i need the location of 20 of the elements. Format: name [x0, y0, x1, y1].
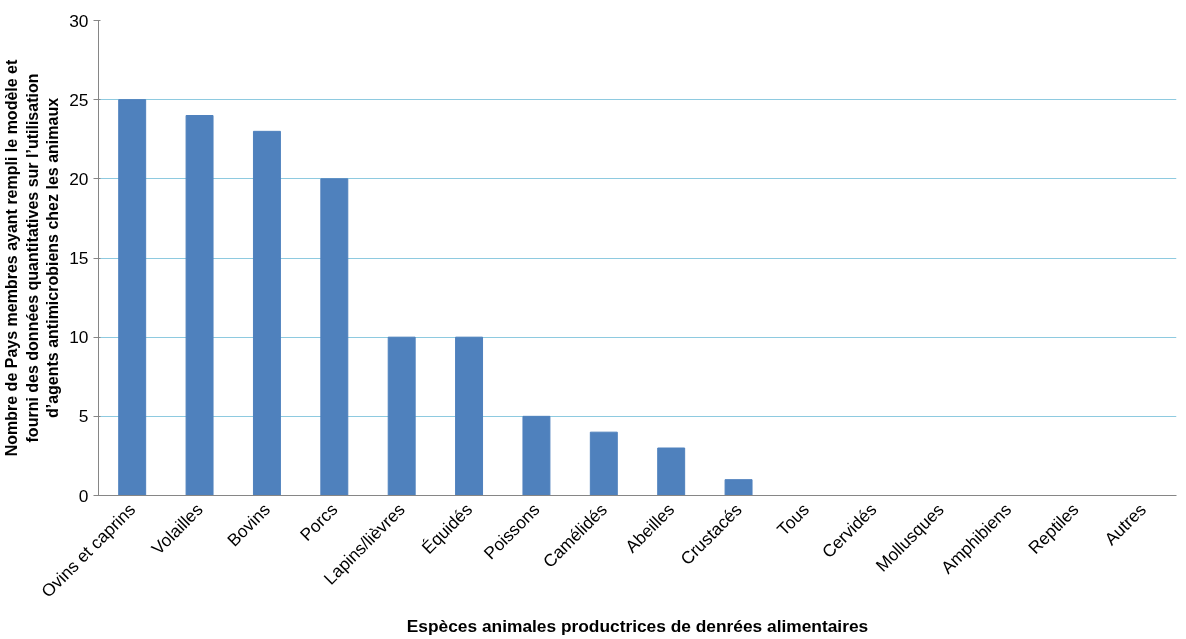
bar	[589, 431, 618, 496]
y-tick-label: 15	[69, 248, 89, 268]
y-tick-label: 30	[69, 10, 89, 31]
y-tick-label: 20	[69, 168, 89, 189]
y-axis-title: Nombre de Pays membres ayant rempli le modèle et fourni des données quantitatives sur l’utilisation d’agents antimicrobiens chez les animaux	[3, 59, 62, 457]
bar	[252, 130, 281, 496]
bar	[185, 115, 214, 496]
bar	[387, 336, 416, 496]
bar	[320, 178, 349, 496]
bar	[724, 479, 753, 496]
y-tick-label: 5	[78, 406, 89, 427]
x-axis-title: Espèces animales productrices de denrées alimentaires	[406, 616, 869, 637]
bar	[455, 336, 484, 496]
y-tick-label: 25	[69, 89, 89, 110]
y-tick-label: 0	[78, 485, 89, 506]
x-tick-label: Tous	[772, 499, 814, 540]
y-tick-label: 10	[69, 327, 89, 348]
bar	[522, 415, 551, 496]
bar	[118, 99, 147, 496]
bar	[657, 447, 686, 496]
